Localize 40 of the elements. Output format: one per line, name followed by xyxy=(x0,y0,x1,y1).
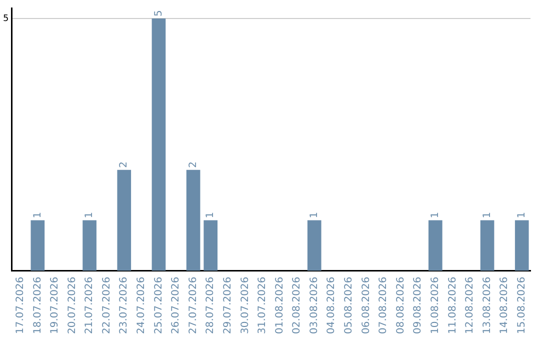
x-tick-label: 04.08.2026 xyxy=(326,276,338,334)
x-tick-label: 22.07.2026 xyxy=(101,276,112,334)
x-tick-label: 17.07.2026 xyxy=(14,276,26,334)
x-tick-label: 12.08.2026 xyxy=(464,276,476,334)
x-tick-label: 08.08.2026 xyxy=(395,276,406,334)
x-tick-label: 26.07.2026 xyxy=(170,276,182,334)
data-label: 1 xyxy=(205,212,216,218)
x-tick-label: 05.08.2026 xyxy=(344,276,355,334)
x-tick-label: 20.07.2026 xyxy=(66,276,78,334)
x-tick-label: 30.07.2026 xyxy=(240,276,251,334)
x-tick-label: 07.08.2026 xyxy=(378,276,390,334)
data-label: 1 xyxy=(516,212,528,218)
x-tick-label: 27.07.2026 xyxy=(188,276,199,334)
x-tick-label: 15.08.2026 xyxy=(516,276,528,334)
x-tick-label: 09.08.2026 xyxy=(412,276,424,334)
data-label: 5 xyxy=(153,10,164,16)
x-tick-label: 31.07.2026 xyxy=(257,276,268,334)
data-label: 1 xyxy=(308,212,320,218)
x-tick-label: 28.07.2026 xyxy=(205,276,216,334)
x-tick-label: 21.07.2026 xyxy=(84,276,96,334)
data-label: 2 xyxy=(118,161,130,168)
x-tick-label: 03.08.2026 xyxy=(308,276,320,334)
x-tick-label: 19.07.2026 xyxy=(50,276,61,334)
x-tick-label: 25.07.2026 xyxy=(153,276,164,334)
data-label: 1 xyxy=(32,212,44,218)
x-tick-label: 14.08.2026 xyxy=(499,276,510,334)
x-tick-label: 23.07.2026 xyxy=(118,276,130,334)
x-tick-label: 01.08.2026 xyxy=(274,276,286,334)
x-tick-label: 10.08.2026 xyxy=(430,276,441,334)
data-label: 1 xyxy=(430,212,441,218)
x-tick-label: 02.08.2026 xyxy=(292,276,303,334)
x-tick-label: 11.08.2026 xyxy=(447,276,458,334)
x-tick-label: 18.07.2026 xyxy=(32,276,44,334)
x-tick-label: 13.08.2026 xyxy=(482,276,493,334)
x-tick-label: 24.07.2026 xyxy=(136,276,148,334)
data-label: 1 xyxy=(84,212,96,218)
x-tick-label: 06.08.2026 xyxy=(360,276,372,334)
data-label: 1 xyxy=(482,212,493,218)
x-tick-label: 29.07.2026 xyxy=(222,276,234,334)
data-label: 2 xyxy=(188,161,199,168)
